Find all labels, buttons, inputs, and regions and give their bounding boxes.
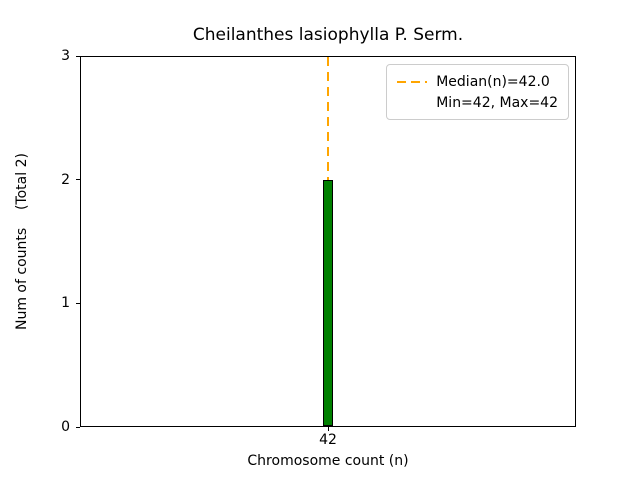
y-tick-label: 0 [61, 419, 70, 435]
x-axis-label: Chromosome count (n) [247, 453, 409, 469]
legend-row-median: Median(n)=42.0 [397, 71, 558, 92]
legend-label-minmax: Min=42, Max=42 [436, 94, 558, 111]
chart-title: Cheilanthes lasiophylla P. Serm. [192, 25, 464, 45]
y-tick-label: 2 [61, 171, 70, 188]
y-tick-mark [76, 302, 80, 304]
y-tick-mark [76, 55, 80, 57]
plot-area: Median(n)=42.0 Min=42, Max=42 [80, 56, 576, 427]
median-dashed-line-sample [397, 80, 428, 83]
x-tick-label: 42 [319, 432, 337, 448]
y-tick-mark [76, 426, 80, 428]
y-axis-label: Num of counts (Total 2) [14, 153, 30, 330]
legend-row-minmax: Min=42, Max=42 [397, 92, 558, 113]
legend-label-median: Median(n)=42.0 [436, 73, 550, 90]
y-tick-label: 3 [61, 48, 70, 64]
legend: Median(n)=42.0 Min=42, Max=42 [386, 64, 569, 120]
histogram-bar [323, 180, 333, 426]
x-tick-mark [327, 427, 329, 431]
legend-sample-spacer [397, 102, 427, 104]
y-tick-mark [76, 179, 80, 181]
y-tick-label: 1 [61, 295, 70, 312]
